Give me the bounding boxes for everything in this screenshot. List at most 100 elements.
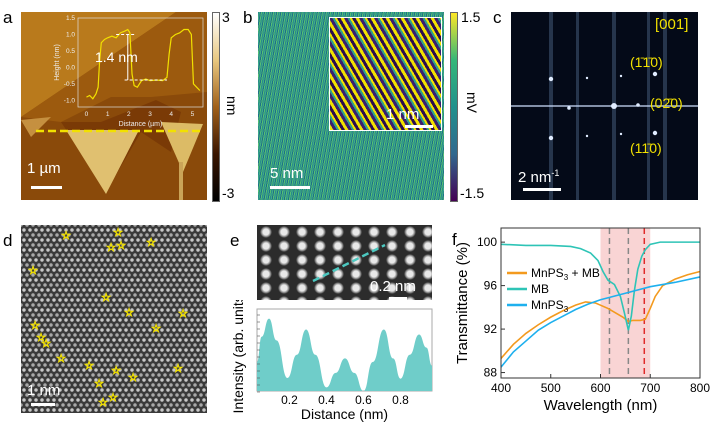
inset-scale-bar-b xyxy=(405,125,433,128)
series-line-0 xyxy=(500,270,701,359)
scale-bar-c xyxy=(523,188,561,191)
miller-index-1: (1̄1̄0) xyxy=(630,54,663,70)
transmittance-chart: 400 500 600 700 800 88 92 96 100 Wavelength (nm) T… xyxy=(454,227,710,414)
defect-star-marker: ☆ xyxy=(36,332,46,344)
defect-star-marker: ☆ xyxy=(41,338,51,350)
defect-star-marker: ☆ xyxy=(56,353,66,365)
miller-index-2: (02̄0) xyxy=(650,95,683,111)
atomic-resolution-image xyxy=(257,225,432,300)
inset-x-tick: 3 xyxy=(148,111,152,118)
inset-x-tick: 1 xyxy=(106,111,110,118)
inset-y-tick: -1.0 xyxy=(64,97,76,104)
defect-star-marker: ☆ xyxy=(128,372,138,384)
x-axis-label-f: Wavelength (nm) xyxy=(544,397,658,414)
defect-star-marker: ☆ xyxy=(173,363,183,375)
colorbar-unit-a: nm xyxy=(224,96,240,116)
inset-x-tick: 0 xyxy=(85,111,89,118)
y-tick-label-f: 92 xyxy=(484,322,498,336)
inset-x-tick: 2 xyxy=(127,111,131,118)
panel-label-a: a xyxy=(3,8,13,27)
colorbar-max-a: 3 xyxy=(222,9,230,25)
panel-label-d: d xyxy=(3,231,13,250)
inset-y-label: Height (nm) xyxy=(54,44,61,81)
inset-y-tick: -0.5 xyxy=(64,81,76,88)
scale-bar-label-a: 1 µm xyxy=(27,160,61,177)
scale-bar-label-b: 5 nm xyxy=(270,165,304,182)
y-axis-label-f: Transmittance (%) xyxy=(454,242,471,364)
scale-bar-label-d: 1 nm xyxy=(27,382,61,399)
scale-bar-d xyxy=(31,403,55,406)
y-tick-label-f: 88 xyxy=(484,366,498,380)
y-tick-label-f: 100 xyxy=(477,235,497,249)
scale-bar-label-c: 2 nm-1 xyxy=(518,168,559,186)
scale-bar-sup-c: -1 xyxy=(551,168,560,178)
defect-star-marker: ☆ xyxy=(146,237,156,249)
defect-star-marker: ☆ xyxy=(108,392,118,404)
panel-label-b: b xyxy=(243,8,253,27)
defect-star-marker: ☆ xyxy=(98,397,108,409)
panel-label-e: e xyxy=(230,231,240,250)
colorbar-b xyxy=(450,12,458,202)
defect-markers: ☆ ☆☆ ☆ ☆☆☆☆☆☆☆☆☆☆ ☆☆☆☆☆ ☆☆ xyxy=(28,227,189,410)
step-height-annotation: 1.4 nm xyxy=(95,49,138,65)
shaded-region xyxy=(600,228,651,378)
inset-y-tick: 1.5 xyxy=(66,15,75,22)
height-profile-inset: 0 1 2 3 4 5 -1.0 -0.5 0.0 0.5 1.0 1.5 Distance (µm) H… xyxy=(54,15,204,128)
defect-star-marker: ☆ xyxy=(30,320,40,332)
defect-star-marker: ☆ xyxy=(124,307,134,319)
zone-axis-label: [001] xyxy=(655,16,689,33)
panel-label-f: f xyxy=(452,230,457,249)
miller-index-3: (11̄0) xyxy=(630,140,662,156)
x-tick-label-e: 0.8 xyxy=(392,393,409,407)
inset-x-tick: 4 xyxy=(169,111,173,118)
x-axis-label-e: Distance (nm) xyxy=(301,406,388,422)
x-tick-label-f: 800 xyxy=(690,381,710,395)
legend-label: MnPS3 xyxy=(531,298,569,314)
defect-star-marker: ☆ xyxy=(101,292,111,304)
legend-label: MB xyxy=(531,282,549,296)
x-tick-label-f: 500 xyxy=(541,381,561,395)
x-tick-label-e: 0.2 xyxy=(281,393,298,407)
intensity-profile-chart: 0.2 0.4 0.6 0.8 Distance (nm) Intensity (arb.… xyxy=(230,300,433,422)
scale-bar-a xyxy=(31,186,62,189)
y-tick-label-f: 96 xyxy=(484,279,498,293)
colorbar-min-a: -3 xyxy=(222,185,235,201)
inset-y-tick: 0.5 xyxy=(66,48,75,55)
intensity-profile-area xyxy=(257,318,432,391)
defect-star-marker: ☆ xyxy=(106,242,116,254)
scale-bar-e xyxy=(389,297,407,300)
colorbar-a xyxy=(212,12,220,202)
inset-x-tick: 5 xyxy=(191,111,195,118)
defect-star-marker: ☆ xyxy=(61,230,71,242)
height-profile-line xyxy=(86,28,201,100)
colorbar-max-b: 1.5 xyxy=(461,9,481,25)
colorbar-min-b: -1.5 xyxy=(460,185,485,201)
legend-label: MnPS3 + MB xyxy=(531,266,600,282)
scale-bar-text-c: 2 nm xyxy=(518,169,552,186)
inset-x-label: Distance (µm) xyxy=(119,121,163,128)
colorbar-unit-b: mV xyxy=(464,92,480,113)
x-tick-label-f: 400 xyxy=(491,381,511,395)
defect-star-marker: ☆ xyxy=(113,227,123,239)
inset-y-tick: 0.0 xyxy=(66,64,75,71)
x-tick-label-f: 700 xyxy=(640,381,660,395)
defect-star-marker: ☆ xyxy=(94,378,104,390)
inset-y-tick: 1.0 xyxy=(66,31,75,38)
stm-inset-image xyxy=(329,17,442,131)
x-tick-label-f: 600 xyxy=(590,381,610,395)
defect-star-marker: ☆ xyxy=(84,360,94,372)
y-axis-label-e: Intensity (arb. units) xyxy=(230,300,246,413)
inset-frame xyxy=(77,17,204,108)
defect-star-marker: ☆ xyxy=(111,365,121,377)
x-tick-label-e: 0.6 xyxy=(355,393,372,407)
inset-scale-bar-label-b: 1 nm xyxy=(386,106,420,123)
series-line-1 xyxy=(500,241,700,331)
defect-star-marker: ☆ xyxy=(116,240,126,252)
fft-image xyxy=(511,12,698,200)
scale-bar-b xyxy=(270,186,310,189)
panel-label-c: c xyxy=(493,8,502,27)
defect-star-marker: ☆ xyxy=(151,323,161,335)
scale-bar-label-e: 0.2 nm xyxy=(370,278,416,295)
afm-image: 0 1 2 3 4 5 -1.0 -0.5 0.0 0.5 1.0 1.5 Distance (µm) H… xyxy=(21,12,207,200)
